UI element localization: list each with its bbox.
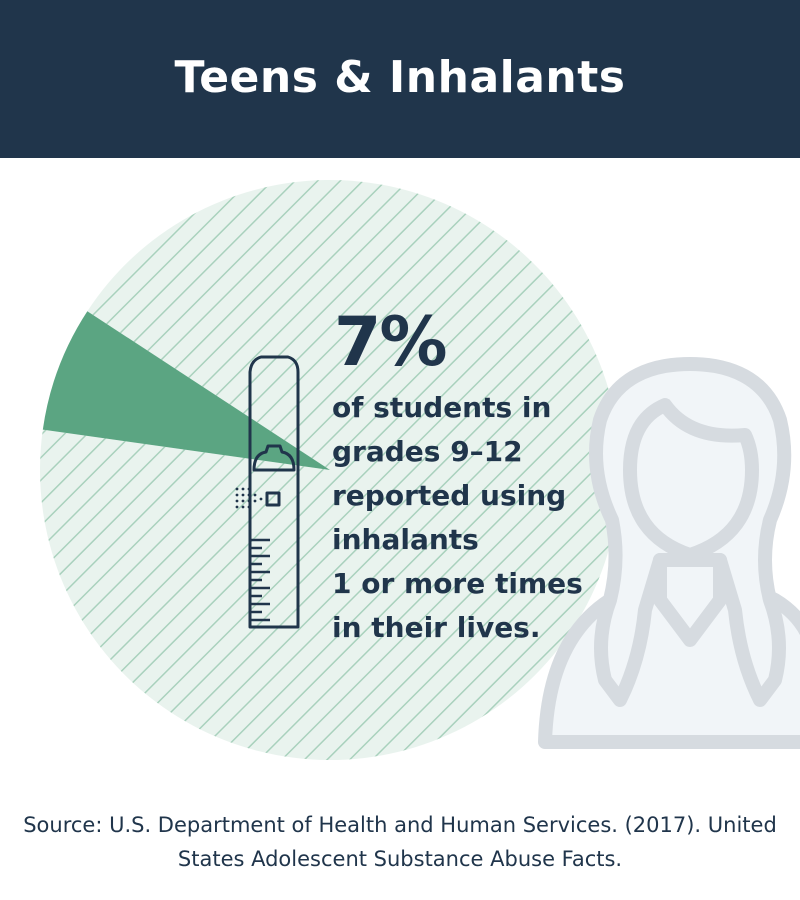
- pie-slice-remainder: [39, 179, 621, 760]
- stat-line: inhalants: [332, 523, 479, 556]
- stat-line: in their lives.: [332, 611, 541, 644]
- pie-slice-highlight: [42, 311, 330, 470]
- pie-chart: [39, 179, 621, 760]
- source-line: Source: U.S. Department of Health and Hu…: [23, 813, 777, 837]
- stat-callout: 7% of students in grades 9–12 reported u…: [332, 300, 652, 650]
- stat-line: grades 9–12: [332, 435, 523, 468]
- stat-description: of students in grades 9–12 reported usin…: [332, 386, 652, 650]
- stat-value: 7%: [334, 303, 447, 382]
- page-title: Teens & Inhalants: [174, 51, 626, 103]
- stat-line: of students in: [332, 391, 552, 424]
- source-citation: Source: U.S. Department of Health and Hu…: [0, 808, 800, 876]
- source-line: States Adolescent Substance Abuse Facts.: [177, 847, 623, 871]
- header-banner: Teens & Inhalants: [0, 0, 800, 158]
- teen-girl-icon: [538, 357, 800, 749]
- spray-can-icon: [235, 355, 300, 629]
- stat-line: reported using: [332, 479, 567, 512]
- stat-line: 1 or more times: [332, 567, 583, 600]
